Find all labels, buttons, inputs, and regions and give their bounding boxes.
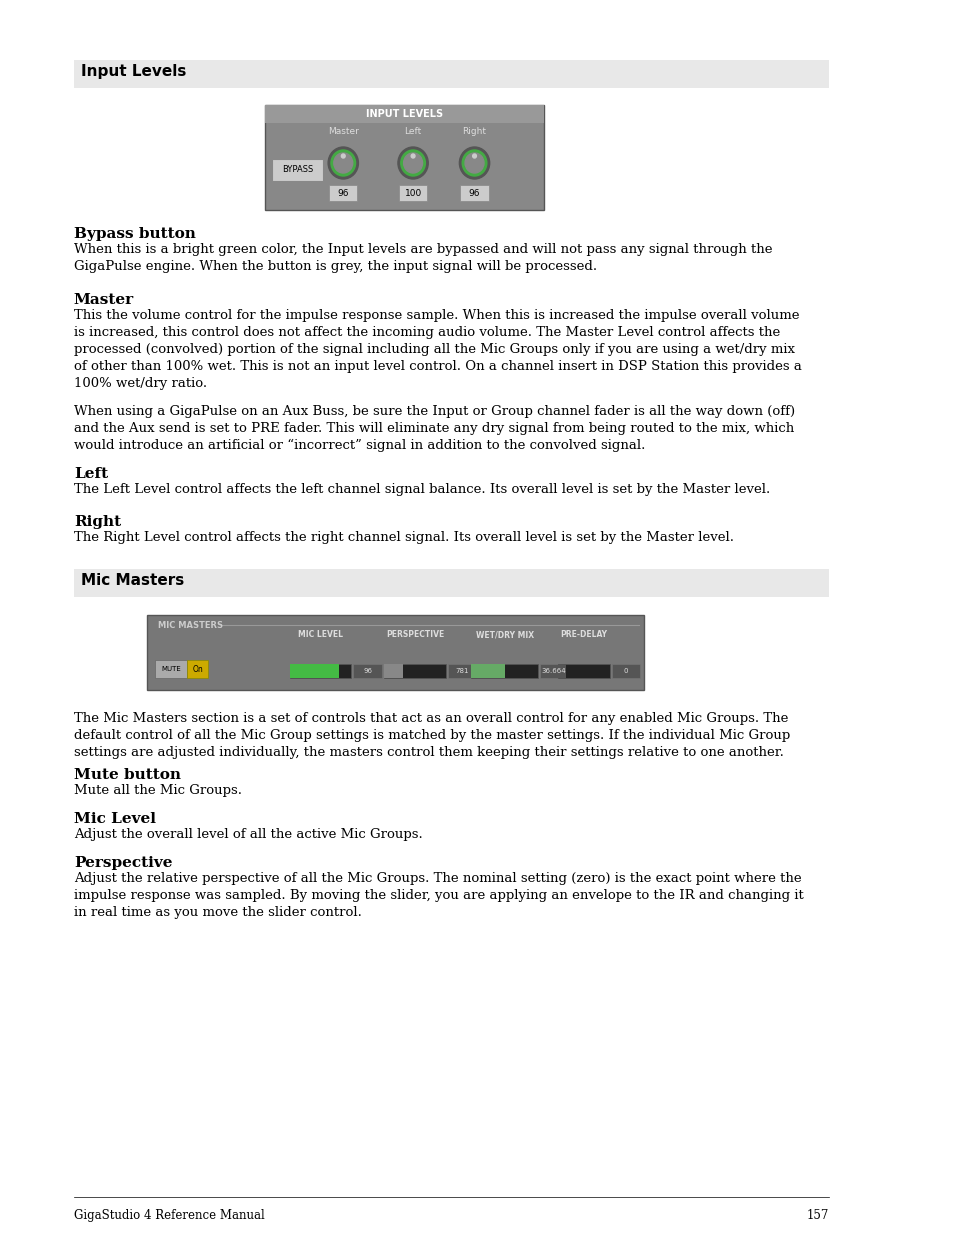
Circle shape <box>464 153 483 173</box>
Text: 781: 781 <box>455 668 468 674</box>
FancyBboxPatch shape <box>471 664 537 678</box>
Circle shape <box>462 149 486 177</box>
Text: The Right Level control affects the right channel signal. Its overall level is s: The Right Level control affects the righ… <box>73 531 733 543</box>
Text: Left: Left <box>404 127 421 136</box>
Text: 0: 0 <box>623 668 628 674</box>
Text: Left: Left <box>73 467 108 480</box>
FancyBboxPatch shape <box>539 664 567 678</box>
Circle shape <box>403 153 422 173</box>
Circle shape <box>397 147 428 179</box>
Circle shape <box>334 153 353 173</box>
Text: Adjust the overall level of all the active Mic Groups.: Adjust the overall level of all the acti… <box>73 827 422 841</box>
FancyBboxPatch shape <box>447 664 476 678</box>
FancyBboxPatch shape <box>384 664 445 678</box>
Circle shape <box>459 147 489 179</box>
Text: PERSPECTIVE: PERSPECTIVE <box>386 630 444 638</box>
FancyBboxPatch shape <box>147 615 643 690</box>
FancyBboxPatch shape <box>265 105 544 210</box>
Text: Mic Level: Mic Level <box>73 811 155 826</box>
Text: Adjust the relative perspective of all the Mic Groups. The nominal setting (zero: Adjust the relative perspective of all t… <box>73 872 802 919</box>
Text: When using a GigaPulse on an Aux Buss, be sure the Input or Group channel fader : When using a GigaPulse on an Aux Buss, b… <box>73 405 794 452</box>
Text: The Left Level control affects the left channel signal balance. Its overall leve: The Left Level control affects the left … <box>73 483 769 496</box>
FancyBboxPatch shape <box>290 664 351 678</box>
Text: PRE-DELAY: PRE-DELAY <box>560 630 607 638</box>
Text: Right: Right <box>462 127 486 136</box>
Text: BYPASS: BYPASS <box>281 165 313 174</box>
Text: Master: Master <box>328 127 358 136</box>
Text: WET/DRY MIX: WET/DRY MIX <box>475 630 533 638</box>
Text: On: On <box>193 664 203 673</box>
Text: 157: 157 <box>806 1209 828 1221</box>
FancyBboxPatch shape <box>558 664 565 678</box>
Circle shape <box>328 147 358 179</box>
Text: Perspective: Perspective <box>73 856 172 869</box>
Circle shape <box>411 154 415 158</box>
FancyBboxPatch shape <box>187 659 208 678</box>
FancyBboxPatch shape <box>353 664 381 678</box>
FancyBboxPatch shape <box>265 105 544 124</box>
Text: This the volume control for the impulse response sample. When this is increased : This the volume control for the impulse … <box>73 309 801 390</box>
FancyBboxPatch shape <box>471 664 504 678</box>
FancyBboxPatch shape <box>73 569 828 597</box>
Text: 96: 96 <box>468 189 479 198</box>
Circle shape <box>472 154 476 158</box>
FancyBboxPatch shape <box>558 664 610 678</box>
FancyBboxPatch shape <box>272 159 322 182</box>
Text: MIC MASTERS: MIC MASTERS <box>158 621 223 630</box>
FancyBboxPatch shape <box>460 185 488 201</box>
Circle shape <box>341 154 345 158</box>
Text: Right: Right <box>73 515 121 529</box>
FancyBboxPatch shape <box>398 185 427 201</box>
Text: 96: 96 <box>337 189 349 198</box>
Text: MIC LEVEL: MIC LEVEL <box>298 630 343 638</box>
Text: 96: 96 <box>363 668 372 674</box>
Text: GigaStudio 4 Reference Manual: GigaStudio 4 Reference Manual <box>73 1209 264 1221</box>
Circle shape <box>331 149 355 177</box>
FancyBboxPatch shape <box>73 61 828 88</box>
FancyBboxPatch shape <box>290 664 339 678</box>
FancyBboxPatch shape <box>329 185 357 201</box>
Text: 36.664: 36.664 <box>541 668 565 674</box>
Text: Mic Masters: Mic Masters <box>81 573 185 588</box>
Circle shape <box>400 149 425 177</box>
Text: MUTE: MUTE <box>161 666 181 672</box>
Text: Input Levels: Input Levels <box>81 64 187 79</box>
Text: Bypass button: Bypass button <box>73 227 195 241</box>
FancyBboxPatch shape <box>384 664 402 678</box>
FancyBboxPatch shape <box>155 659 187 678</box>
Text: Mute all the Mic Groups.: Mute all the Mic Groups. <box>73 784 242 797</box>
FancyBboxPatch shape <box>612 664 639 678</box>
Text: The Mic Masters section is a set of controls that act as an overall control for : The Mic Masters section is a set of cont… <box>73 713 789 760</box>
Text: Master: Master <box>73 293 133 308</box>
Text: INPUT LEVELS: INPUT LEVELS <box>366 109 443 119</box>
Text: When this is a bright green color, the Input levels are bypassed and will not pa: When this is a bright green color, the I… <box>73 243 772 273</box>
Text: Mute button: Mute button <box>73 768 181 782</box>
Text: 100: 100 <box>404 189 421 198</box>
